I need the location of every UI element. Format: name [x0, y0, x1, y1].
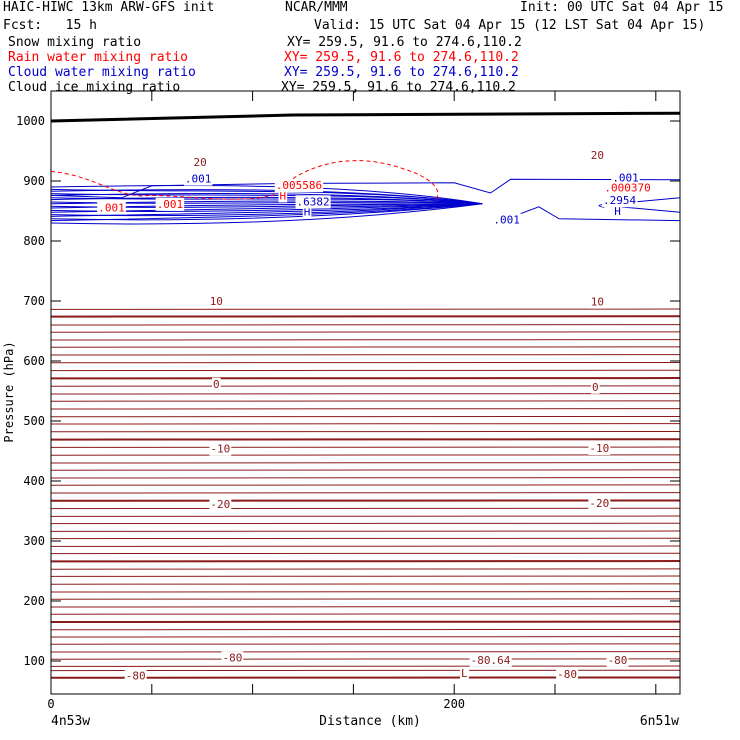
source-label: NCAR/MMM — [285, 0, 348, 15]
cloud-water-label: H — [614, 205, 621, 218]
field-name-cloudwater: Cloud water mixing ratio — [8, 65, 196, 80]
isotherm-label: 10 — [210, 295, 223, 308]
y-tick-label: 300 — [23, 534, 45, 548]
chart-title: HAIC-HIWC 13km ARW-GFS init — [3, 0, 215, 15]
cloud-water-label-bg — [611, 171, 640, 185]
cloud-water-label-bg — [302, 205, 312, 219]
contour-label-layer: -80 -80 L-80.64 -80 -80 -20 -20 -10 -10 0 0 10 10 20 2… — [97, 149, 652, 683]
y-tick-label: 900 — [23, 174, 45, 188]
rain-contour — [50, 160, 439, 201]
field-xy-snow: XY= 259.5, 91.6 to 274.6,110.2 — [287, 35, 522, 50]
cloud-water-label: < — [598, 199, 605, 212]
isotherm-label: -10 — [210, 443, 230, 456]
isotherm-label-bg — [192, 155, 208, 169]
cloud-water-label: .2954 — [603, 194, 636, 207]
y-axis-label: Pressure (hPa) — [2, 341, 16, 442]
cloud-water-label: H — [304, 206, 311, 219]
isotherm-label: -80.64 — [471, 654, 511, 667]
valid-time: Valid: 15 UTC Sat 04 Apr 15 (12 LST Sat … — [314, 18, 706, 33]
isotherm-label: -80 — [223, 651, 243, 664]
isotherm-label-bg — [221, 651, 244, 665]
x-tick-label: 0 — [47, 697, 54, 711]
cloud-water-label: .6382 — [297, 195, 330, 208]
isotherm-label: L — [461, 667, 468, 680]
isotherm-label-bg — [589, 149, 605, 163]
isotherm-label-bg — [209, 442, 232, 456]
ground-surface-line — [50, 111, 681, 123]
cloud-water-label-bg — [597, 199, 607, 212]
cloud-water-label-bg — [613, 205, 622, 218]
isotherm-label-bg — [588, 442, 611, 455]
rain-label: .001 — [157, 198, 184, 211]
field-xy-cloudwater: XY= 259.5, 91.6 to 274.6,110.2 — [284, 65, 519, 80]
cloud-water-label: .001 — [493, 213, 520, 226]
cloud-water-label: .001 — [612, 171, 639, 184]
isotherm-label-bg — [606, 653, 629, 667]
field-name-rain: Rain water mixing ratio — [8, 50, 189, 65]
x-tick-label: 200 — [443, 697, 465, 711]
isotherm-label: 0 — [592, 381, 599, 394]
y-tick-label: 800 — [23, 234, 45, 248]
rain-label-bg — [278, 189, 288, 203]
x-axis-label: Distance (km) — [319, 714, 421, 729]
rain-label-bg — [155, 197, 185, 211]
isotherm-label-bg — [556, 668, 579, 682]
cloud-water-label-bg — [492, 213, 521, 227]
rain-label-bg — [97, 201, 126, 215]
isotherm-label-bg — [588, 497, 611, 511]
contour-layer — [50, 111, 681, 679]
y-tick-label: 700 — [23, 294, 45, 308]
x-endpoint-left: 4n53w — [51, 714, 90, 729]
isotherm-label-bg — [589, 295, 605, 309]
isotherm-label: -80 — [557, 668, 577, 681]
isotherm-label-bg — [124, 669, 147, 683]
isotherm-label-bg — [208, 295, 224, 308]
rain-label: .000370 — [604, 182, 650, 195]
cloud-water-contour — [514, 206, 681, 222]
y-tick-label: 400 — [23, 474, 45, 488]
isotherm-label: 20 — [591, 149, 604, 162]
cloud-water-label-bg — [295, 195, 331, 209]
forecast-hour: Fcst: 15 h — [3, 18, 97, 33]
cloud-water-label-bg — [183, 172, 213, 186]
rain-label: .005586 — [276, 179, 322, 192]
isotherm-label: -20 — [589, 497, 609, 510]
rain-label-bg — [603, 181, 652, 195]
cloud-water-contour — [50, 178, 681, 199]
cloud-water-label-bg — [601, 194, 638, 208]
rain-label: H — [280, 189, 287, 202]
isotherm-label-bg — [591, 380, 600, 394]
y-tick-label: 600 — [23, 354, 45, 368]
isotherm-label: 20 — [194, 156, 207, 169]
isotherm-label: 0 — [213, 378, 220, 391]
y-tick-label: 100 — [23, 654, 45, 668]
isotherm-label-bg — [212, 377, 221, 391]
y-tick-label: 1000 — [16, 114, 45, 128]
plot-frame — [50, 90, 681, 695]
isotherm-label-bg — [469, 653, 512, 667]
isotherm-label: -80 — [126, 669, 146, 682]
isotherm-label-bg — [459, 667, 469, 680]
field-xy-rain: XY= 259.5, 91.6 to 274.6,110.2 — [284, 50, 519, 65]
y-tick-label: 200 — [23, 594, 45, 608]
init-time: Init: 00 UTC Sat 04 Apr 15 — [520, 0, 724, 15]
isotherm-label: -20 — [210, 498, 230, 511]
isotherm-label: -10 — [589, 442, 609, 455]
cloud-water-label: .001 — [185, 173, 212, 186]
y-tick-label: 500 — [23, 414, 45, 428]
rain-label: .001 — [98, 201, 125, 214]
rain-label-bg — [274, 179, 324, 193]
field-name-snow: Snow mixing ratio — [8, 35, 142, 50]
isotherm-label: 10 — [591, 296, 604, 309]
isotherm-label-bg — [209, 497, 232, 511]
isotherm-label: -80 — [608, 654, 628, 667]
x-endpoint-right: 6n51w — [640, 714, 679, 729]
